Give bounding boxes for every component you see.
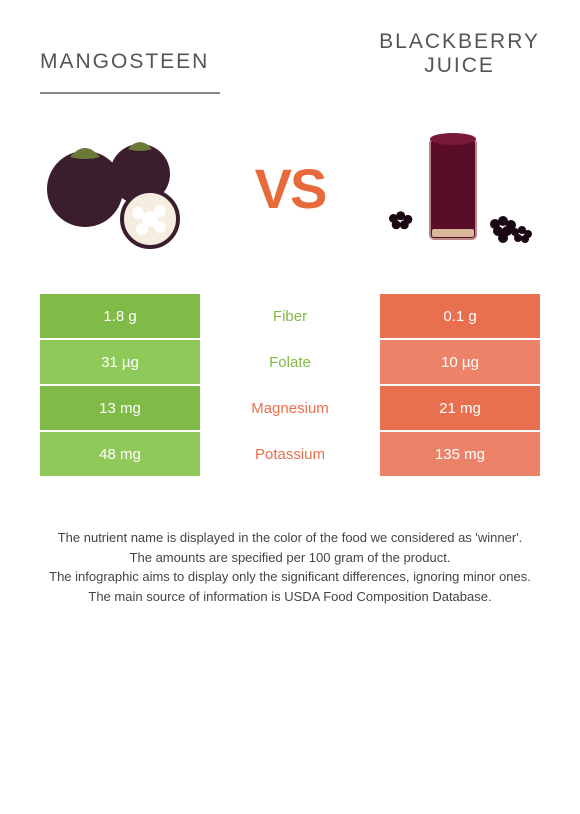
title-right-line1: BLACKBERRY: [379, 30, 540, 54]
footer-line: The infographic aims to display only the…: [30, 567, 550, 587]
value-left: 31 µg: [40, 340, 200, 384]
nutrient-row: 1.8 gFiber0.1 g: [40, 294, 540, 338]
title-right-line2: JUICE: [379, 54, 540, 78]
nutrient-name: Fiber: [200, 294, 380, 338]
nutrient-table: 1.8 gFiber0.1 g31 µgFolate10 µg13 mgMagn…: [0, 294, 580, 476]
nutrient-row: 31 µgFolate10 µg: [40, 340, 540, 384]
mangosteen-icon: [40, 119, 200, 259]
value-right: 10 µg: [380, 340, 540, 384]
blackberry-juice-icon: [380, 119, 540, 259]
nutrient-name: Folate: [200, 340, 380, 384]
images-row: VS: [0, 94, 580, 294]
value-left: 48 mg: [40, 432, 200, 476]
title-right: BLACKBERRY JUICE: [379, 30, 540, 78]
value-right: 135 mg: [380, 432, 540, 476]
footer-line: The nutrient name is displayed in the co…: [30, 528, 550, 548]
nutrient-row: 48 mgPotassium135 mg: [40, 432, 540, 476]
value-left: 13 mg: [40, 386, 200, 430]
footer-notes: The nutrient name is displayed in the co…: [0, 478, 580, 606]
value-right: 21 mg: [380, 386, 540, 430]
nutrient-name: Magnesium: [200, 386, 380, 430]
nutrient-row: 13 mgMagnesium21 mg: [40, 386, 540, 430]
mangosteen-image: [40, 119, 200, 259]
title-left: MANGOSTEEN: [40, 30, 209, 74]
value-left: 1.8 g: [40, 294, 200, 338]
value-right: 0.1 g: [380, 294, 540, 338]
vs-badge: VS: [255, 161, 326, 217]
footer-line: The amounts are specified per 100 gram o…: [30, 548, 550, 568]
header: MANGOSTEEN BLACKBERRY JUICE: [0, 0, 580, 88]
nutrient-name: Potassium: [200, 432, 380, 476]
title-left-wrap: MANGOSTEEN: [40, 30, 209, 78]
blackberry-juice-image: [380, 119, 540, 259]
footer-line: The main source of information is USDA F…: [30, 587, 550, 607]
